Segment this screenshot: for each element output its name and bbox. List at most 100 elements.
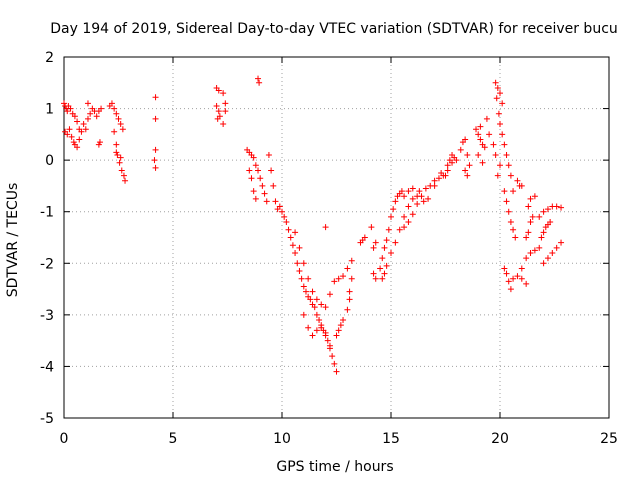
data-point bbox=[114, 151, 121, 158]
data-point bbox=[523, 280, 530, 287]
data-point bbox=[294, 260, 301, 267]
data-point bbox=[318, 301, 325, 308]
data-point bbox=[464, 151, 471, 158]
data-point bbox=[383, 262, 390, 269]
data-point bbox=[281, 213, 288, 220]
data-point bbox=[457, 146, 464, 153]
data-point bbox=[507, 172, 514, 179]
data-point bbox=[359, 237, 366, 244]
data-point bbox=[261, 190, 268, 197]
data-point bbox=[431, 177, 438, 184]
data-point bbox=[246, 167, 253, 174]
data-point bbox=[475, 131, 482, 138]
data-point bbox=[479, 159, 486, 166]
data-point bbox=[558, 239, 565, 246]
data-point bbox=[372, 239, 379, 246]
data-point bbox=[401, 193, 408, 200]
data-point bbox=[74, 144, 81, 151]
data-point bbox=[252, 195, 259, 202]
data-point bbox=[82, 126, 89, 133]
data-point bbox=[333, 332, 340, 339]
y-axis-tick-labels: 2 1 0 -1 -2 -3 -4 -5 bbox=[40, 50, 54, 427]
data-point bbox=[324, 337, 331, 344]
data-point bbox=[64, 131, 71, 138]
data-point bbox=[540, 208, 547, 215]
data-point bbox=[152, 146, 159, 153]
data-point bbox=[477, 136, 484, 143]
data-point bbox=[84, 115, 91, 122]
data-point bbox=[337, 322, 344, 329]
data-point bbox=[66, 126, 73, 133]
data-point bbox=[96, 139, 103, 146]
data-point bbox=[431, 182, 438, 189]
data-point bbox=[409, 211, 416, 218]
data-point bbox=[322, 224, 329, 231]
data-point bbox=[84, 100, 91, 107]
data-point bbox=[348, 257, 355, 264]
data-point bbox=[497, 162, 503, 169]
chart-title: Day 194 of 2019, Sidereal Day-to-day VTE… bbox=[50, 21, 618, 37]
data-point bbox=[501, 265, 508, 272]
data-point bbox=[396, 226, 403, 233]
data-point bbox=[475, 151, 482, 158]
data-point bbox=[368, 224, 375, 231]
data-point bbox=[322, 329, 329, 336]
data-point bbox=[222, 108, 229, 115]
data-point bbox=[503, 151, 510, 158]
data-point bbox=[505, 162, 512, 169]
y-tick-label: -5 bbox=[40, 411, 54, 427]
data-point bbox=[122, 177, 129, 184]
data-point bbox=[151, 157, 158, 164]
data-point bbox=[309, 332, 316, 339]
data-point bbox=[113, 110, 120, 117]
data-point bbox=[346, 296, 353, 303]
data-point bbox=[409, 185, 416, 192]
data-point bbox=[503, 270, 510, 277]
data-point bbox=[305, 275, 312, 282]
y-tick-label: 1 bbox=[45, 102, 54, 118]
data-point bbox=[370, 244, 377, 251]
data-point bbox=[346, 288, 353, 295]
data-point bbox=[108, 100, 115, 107]
data-point bbox=[329, 353, 336, 360]
data-point bbox=[435, 175, 442, 182]
data-point bbox=[289, 242, 296, 249]
data-point bbox=[331, 360, 338, 367]
data-point bbox=[326, 342, 333, 349]
data-point bbox=[255, 75, 262, 82]
data-point bbox=[333, 368, 340, 375]
data-point bbox=[493, 95, 500, 102]
data-point bbox=[527, 195, 534, 202]
data-point bbox=[527, 219, 534, 226]
y-tick-label: -3 bbox=[40, 308, 54, 324]
data-point bbox=[405, 203, 412, 210]
data-point bbox=[377, 265, 384, 272]
data-point bbox=[256, 79, 263, 86]
data-point bbox=[68, 133, 75, 140]
data-point bbox=[544, 206, 551, 213]
data-point bbox=[529, 213, 536, 220]
data-point bbox=[462, 167, 469, 174]
data-point bbox=[311, 304, 318, 311]
data-point bbox=[523, 234, 530, 241]
data-point bbox=[215, 108, 222, 115]
data-point bbox=[392, 239, 399, 246]
data-point bbox=[111, 128, 118, 135]
data-point bbox=[340, 317, 347, 324]
data-point bbox=[276, 203, 283, 210]
data-point bbox=[473, 126, 480, 133]
data-point bbox=[248, 175, 255, 182]
data-point bbox=[505, 278, 512, 285]
data-point bbox=[418, 193, 425, 200]
x-axis-label: GPS time / hours bbox=[276, 459, 393, 475]
data-point bbox=[326, 291, 333, 298]
data-point bbox=[390, 206, 397, 213]
data-point bbox=[309, 288, 316, 295]
axis-ticks bbox=[63, 56, 610, 419]
data-point bbox=[525, 229, 532, 236]
data-point bbox=[61, 100, 67, 107]
data-point bbox=[340, 273, 347, 280]
data-point bbox=[547, 219, 554, 226]
data-point bbox=[409, 195, 416, 202]
data-point bbox=[300, 283, 307, 290]
